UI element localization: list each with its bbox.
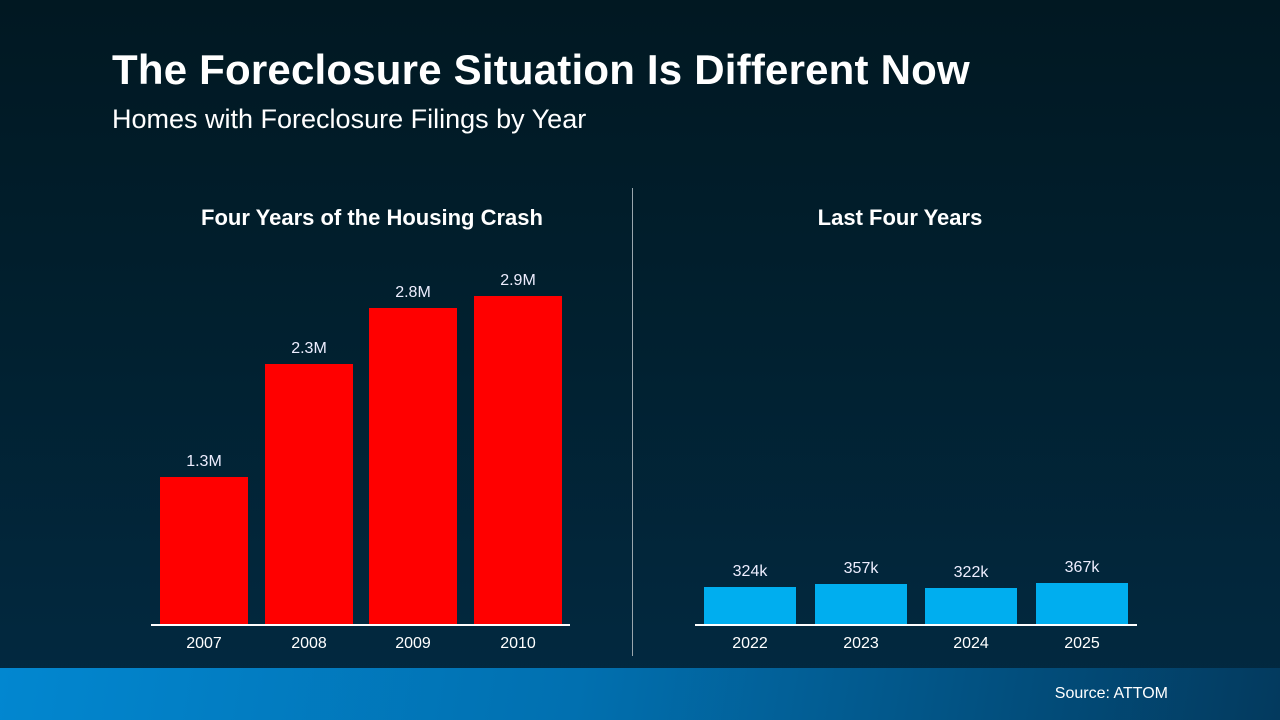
bar-2024 — [925, 587, 1017, 624]
value-label-2007: 1.3M — [186, 453, 222, 471]
value-label-2024: 322k — [953, 563, 989, 581]
bar-2007 — [160, 477, 248, 624]
bar-2025 — [1036, 582, 1128, 624]
page-title: The Foreclosure Situation Is Different N… — [112, 46, 970, 93]
x-tick-2010: 2010 — [500, 635, 536, 652]
footer-bar: Source: ATTOM — [0, 668, 1280, 720]
bar-2010 — [474, 296, 562, 624]
x-tick-2023: 2023 — [843, 635, 879, 652]
source-note: Source: ATTOM — [1054, 685, 1168, 702]
x-tick-2008: 2008 — [291, 635, 327, 652]
bar-2009 — [369, 307, 457, 624]
baseline-crash — [151, 624, 570, 626]
value-label-2025: 367k — [1064, 558, 1100, 576]
x-tick-2007: 2007 — [186, 635, 222, 652]
chart-title-recent: Last Four Years — [817, 205, 983, 230]
chart-title-crash: Four Years of the Housing Crash — [201, 205, 543, 230]
chart-divider — [632, 188, 633, 656]
x-tick-2009: 2009 — [395, 635, 431, 652]
value-label-2008: 2.3M — [291, 340, 327, 358]
bar-2022 — [704, 587, 796, 624]
page-subtitle: Homes with Foreclosure Filings by Year — [112, 104, 587, 134]
value-label-2010: 2.9M — [500, 272, 536, 290]
bar-2023 — [815, 583, 907, 624]
bar-2008 — [265, 364, 353, 624]
x-tick-2024: 2024 — [953, 635, 989, 652]
x-tick-2025: 2025 — [1064, 635, 1100, 652]
x-tick-2022: 2022 — [732, 635, 768, 652]
baseline-recent — [695, 624, 1137, 626]
value-label-2022: 324k — [732, 563, 768, 581]
value-label-2009: 2.8M — [395, 283, 431, 301]
value-label-2023: 357k — [843, 559, 879, 577]
